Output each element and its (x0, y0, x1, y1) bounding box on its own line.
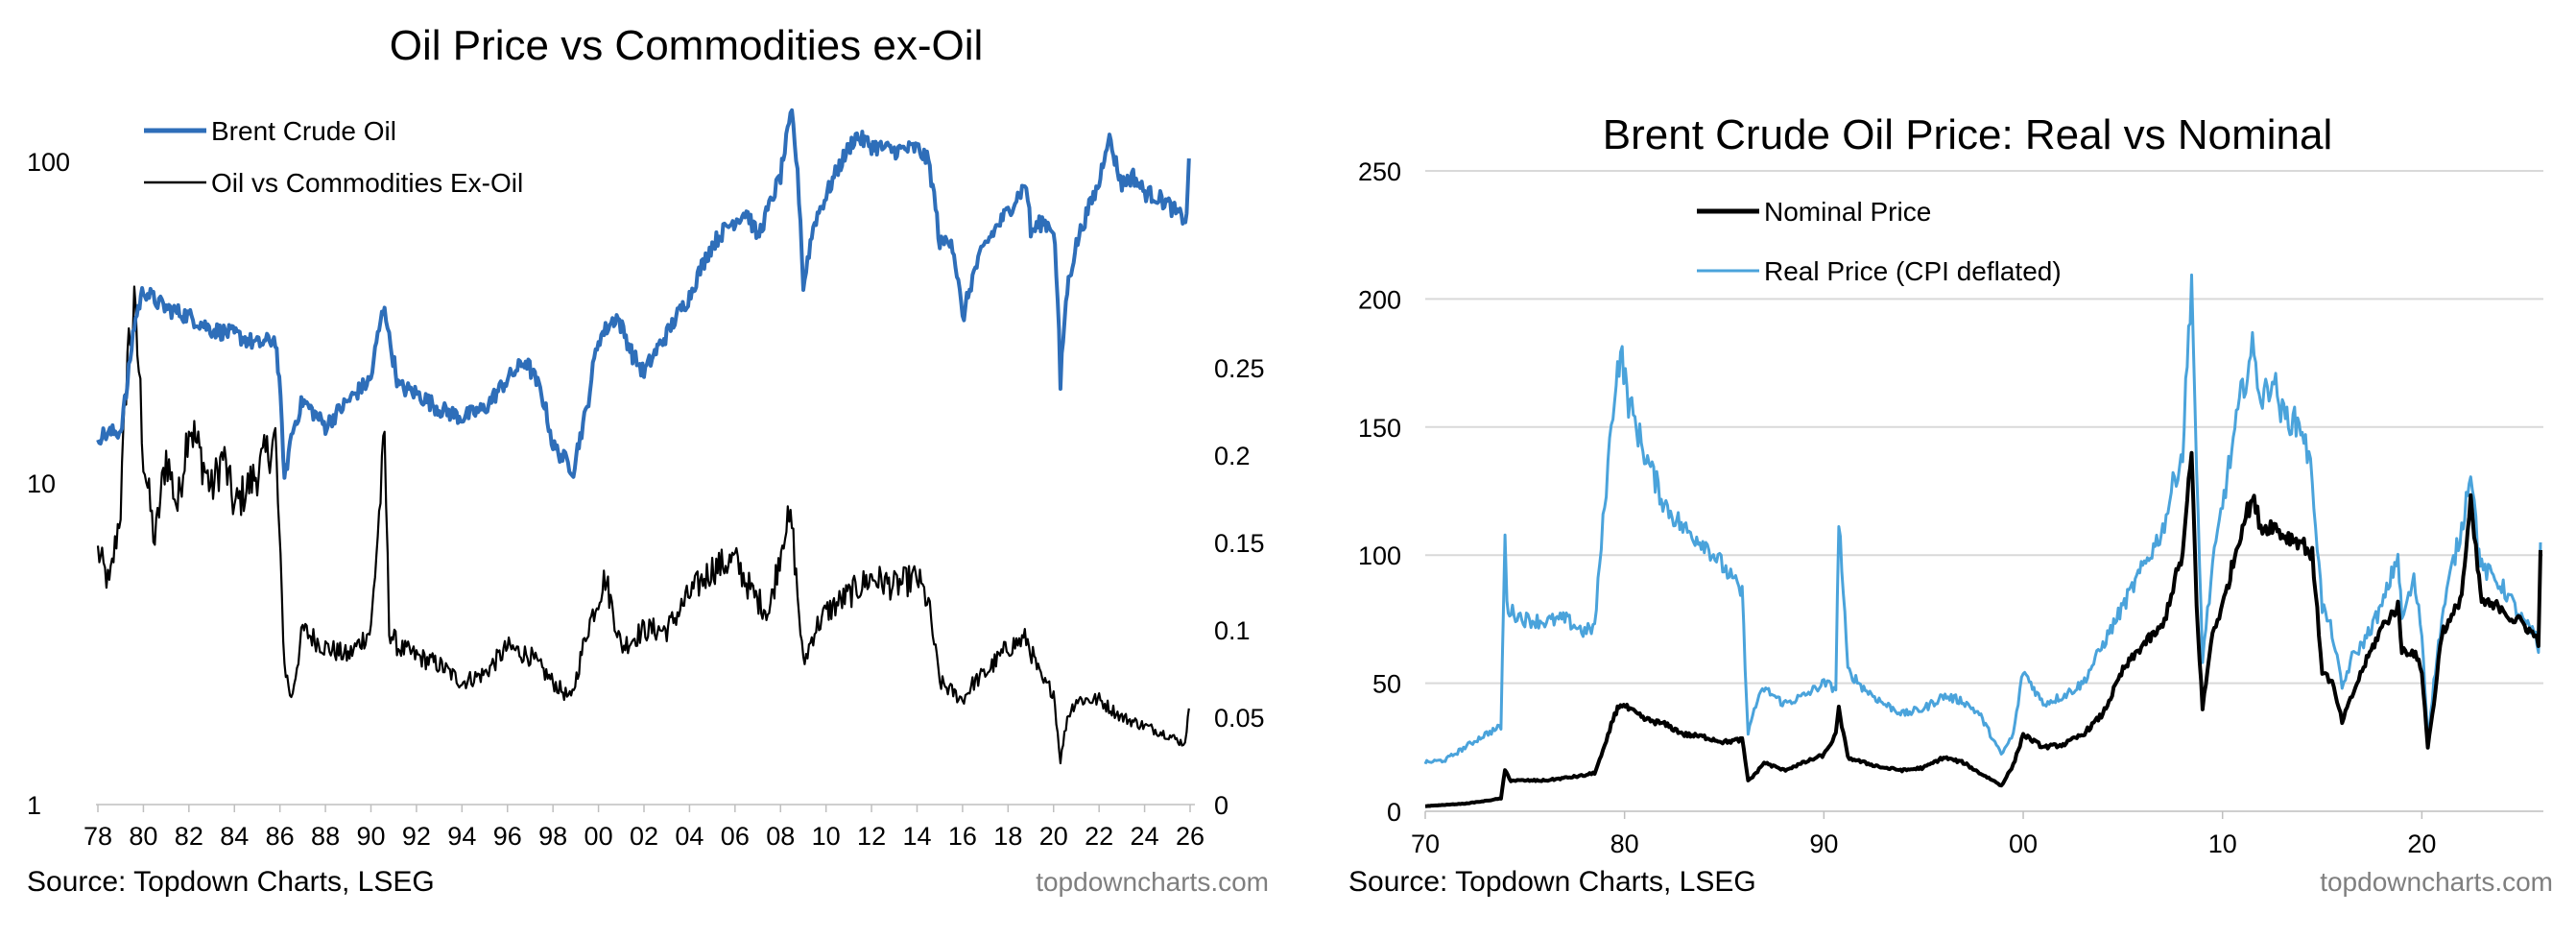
series-oil-vs-commodities-line (96, 285, 1190, 765)
right-y-tick-labels: 0 50 100 150 200 250 (1358, 157, 1401, 827)
left-x-tick-label: 16 (948, 822, 977, 851)
left-y-right-tick-labels: 0 0.05 0.1 0.15 0.2 0.25 (1214, 354, 1265, 820)
left-x-tick-label: 96 (493, 822, 522, 851)
left-x-tick-label: 80 (129, 822, 157, 851)
right-y-tick-label: 150 (1358, 414, 1401, 443)
left-x-tick-label: 78 (83, 822, 112, 851)
left-legend: Brent Crude Oil Oil vs Commodities Ex-Oi… (144, 116, 523, 198)
left-x-tick-label: 26 (1176, 822, 1205, 851)
left-brand-watermark: topdowncharts.com (1036, 867, 1269, 897)
left-x-tick-label: 08 (766, 822, 795, 851)
right-x-tick-label: 90 (1809, 830, 1838, 858)
left-y2-tick-label: 0.25 (1214, 354, 1265, 383)
left-plot-area (96, 108, 1191, 765)
left-x-tick-label: 12 (857, 822, 886, 851)
left-x-tick-label: 24 (1131, 822, 1159, 851)
right-x-tick-label: 10 (2208, 830, 2237, 858)
left-x-tick-label: 82 (175, 822, 203, 851)
left-chart: Oil Price vs Commodities ex-Oil 78 80 82 84… (27, 22, 1269, 898)
left-x-tick-label: 86 (266, 822, 295, 851)
left-x-tick-label: 98 (538, 822, 567, 851)
left-y2-tick-label: 0.1 (1214, 616, 1251, 645)
right-y-tick-label: 250 (1358, 157, 1401, 186)
left-source-note: Source: Topdown Charts, LSEG (27, 866, 435, 898)
left-y2-tick-label: 0 (1214, 791, 1228, 820)
left-x-tick-label: 94 (447, 822, 476, 851)
left-x-tick-labels: 78 80 82 84 86 88 90 92 94 96 98 00 02 04 06 08 10 12 14 16… (83, 805, 1205, 851)
left-x-tick-label: 20 (1039, 822, 1068, 851)
right-legend: Nominal Price Real Price (CPI deflated) (1697, 197, 2062, 286)
legend-nominal-label: Nominal Price (1764, 197, 1931, 227)
left-y2-tick-label: 0.05 (1214, 704, 1265, 733)
right-y-tick-label: 50 (1372, 670, 1401, 699)
series-real-price-line (1423, 273, 2542, 765)
left-x-tick-label: 10 (812, 822, 841, 851)
left-x-tick-label: 04 (675, 822, 704, 851)
right-y-tick-label: 100 (1358, 541, 1401, 570)
left-x-tick-label: 92 (402, 822, 431, 851)
left-y-left-tick-labels: 1 10 100 (27, 148, 70, 820)
right-brand-watermark: topdowncharts.com (2320, 867, 2553, 897)
left-x-tick-label: 18 (993, 822, 1022, 851)
left-x-tick-label: 84 (220, 822, 249, 851)
legend-real-label: Real Price (CPI deflated) (1764, 256, 2062, 286)
left-y-tick-label: 100 (27, 148, 70, 177)
right-x-tick-label: 20 (2407, 830, 2436, 858)
series-nominal-price-line (1424, 450, 2542, 808)
right-x-tick-label: 70 (1411, 830, 1440, 858)
right-plot-area (1423, 273, 2542, 808)
right-x-tick-label: 00 (2009, 830, 2038, 858)
left-x-tick-label: 00 (584, 822, 613, 851)
left-chart-title: Oil Price vs Commodities ex-Oil (390, 22, 984, 69)
left-x-tick-label: 88 (311, 822, 340, 851)
left-x-tick-label: 22 (1085, 822, 1113, 851)
left-y2-tick-label: 0.2 (1214, 442, 1251, 470)
left-y2-tick-label: 0.15 (1214, 529, 1265, 558)
right-y-tick-label: 0 (1387, 798, 1401, 827)
right-chart-title: Brent Crude Oil Price: Real vs Nominal (1603, 111, 2332, 158)
right-x-tick-label: 80 (1610, 830, 1639, 858)
right-y-tick-label: 200 (1358, 285, 1401, 314)
legend-ratio-label: Oil vs Commodities Ex-Oil (211, 168, 523, 198)
right-source-note: Source: Topdown Charts, LSEG (1348, 866, 1756, 898)
left-y-tick-label: 1 (27, 791, 41, 820)
series-brent-crude-line (96, 108, 1191, 480)
left-x-tick-label: 14 (902, 822, 931, 851)
right-chart: Brent Crude Oil Price: Real vs Nominal 7… (1348, 111, 2553, 898)
legend-brent-label: Brent Crude Oil (211, 116, 396, 146)
left-x-tick-label: 06 (721, 822, 750, 851)
left-x-tick-label: 02 (630, 822, 658, 851)
left-x-tick-label: 90 (356, 822, 385, 851)
right-x-tick-labels: 70 80 90 00 10 20 (1411, 811, 2436, 858)
left-y-tick-label: 10 (27, 469, 56, 498)
